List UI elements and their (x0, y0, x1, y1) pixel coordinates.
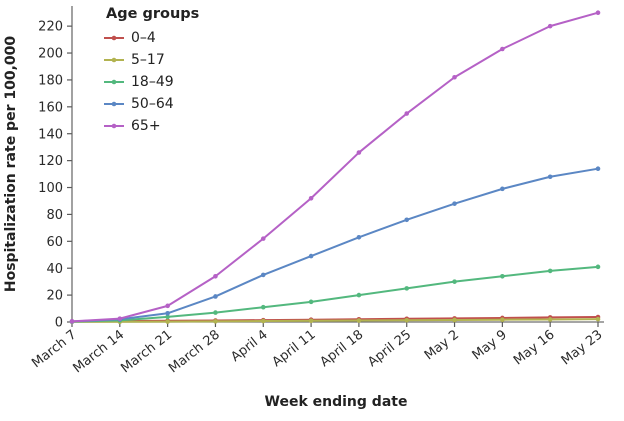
x-tick-label: April 25 (365, 327, 414, 370)
series-5-17 (69, 316, 601, 325)
data-point (356, 292, 362, 298)
series-line-50-64 (71, 167, 599, 323)
data-point (547, 317, 553, 322)
y-tick-label: 140 (38, 127, 63, 142)
series-line-5-17 (71, 318, 599, 323)
y-tick-label: 160 (38, 100, 63, 115)
x-tick-label: March 28 (166, 327, 223, 376)
data-point (260, 236, 266, 241)
data-point (69, 319, 75, 324)
data-point (165, 314, 170, 320)
data-point (500, 46, 505, 52)
series-50-64 (69, 166, 601, 324)
data-point (308, 195, 314, 201)
x-tick-label: April 11 (270, 327, 319, 370)
legend-swatch-icon (104, 101, 124, 107)
x-tick-label: May 2 (422, 327, 462, 363)
data-point (547, 23, 553, 29)
legend-swatch-icon (104, 57, 124, 63)
data-point (356, 234, 362, 240)
legend-items: 0–4 5–17 18–49 50–64 65+ (104, 27, 199, 137)
data-point (595, 166, 601, 171)
data-point (404, 286, 410, 291)
data-point (213, 310, 218, 315)
data-point (500, 186, 505, 192)
data-point (547, 174, 553, 180)
data-point (165, 310, 170, 316)
y-tick-label: 100 (38, 181, 63, 196)
legend-swatch-icon (104, 79, 124, 85)
legend-swatch-icon (104, 35, 124, 41)
data-point (404, 217, 410, 223)
y-tick-label: 40 (46, 262, 63, 277)
data-point (404, 317, 410, 323)
data-point (213, 273, 218, 279)
y-tick-label: 0 (55, 316, 63, 331)
data-point (500, 317, 505, 323)
data-point (404, 111, 410, 116)
y-axis-title: Hospitalization rate per 100,000 (3, 36, 19, 293)
data-point (308, 318, 314, 324)
data-point (595, 10, 601, 15)
data-point (165, 319, 170, 324)
data-point (547, 268, 553, 274)
data-point (260, 304, 266, 310)
legend-item-label: 5–17 (131, 52, 165, 68)
x-tick-label: April 18 (317, 327, 366, 370)
data-point (260, 272, 266, 278)
y-tick-label: 20 (46, 289, 63, 304)
x-tick-label: May 16 (511, 327, 558, 368)
data-point (595, 316, 601, 322)
data-point (117, 316, 123, 321)
data-point (308, 299, 314, 305)
series-line-18-49 (71, 265, 599, 323)
data-point (356, 150, 362, 155)
x-tick-label: May 23 (559, 327, 606, 368)
legend-item-50-64: 50–64 (104, 93, 199, 115)
legend-item-label: 50–64 (131, 96, 174, 112)
x-tick-label: March 14 (71, 327, 128, 376)
y-tick-label: 60 (46, 235, 63, 250)
x-tick-label: April 4 (228, 327, 270, 365)
data-point (165, 303, 170, 309)
y-tick-label: 120 (38, 154, 63, 169)
data-point (356, 318, 362, 323)
legend-item-5-17: 5–17 (104, 49, 199, 71)
series-65plus (69, 10, 601, 324)
legend-item-18-49: 18–49 (104, 71, 199, 93)
y-tick-label: 200 (38, 47, 63, 62)
legend-item-65plus: 65+ (104, 115, 199, 137)
data-point (308, 253, 314, 259)
data-point (213, 294, 218, 299)
legend-item-label: 65+ (131, 118, 161, 134)
legend-item-label: 18–49 (131, 74, 174, 90)
data-point (452, 279, 457, 284)
x-tick-label: May 9 (470, 327, 510, 363)
y-tick-label: 80 (46, 208, 63, 223)
data-point (213, 319, 218, 324)
x-tick-label: March 21 (118, 327, 175, 376)
legend-swatch-icon (104, 123, 124, 129)
y-tick-label: 180 (38, 73, 63, 88)
legend-item-0-4: 0–4 (104, 27, 199, 49)
data-point (452, 74, 457, 80)
series-line-65plus (71, 11, 599, 323)
legend-title: Age groups (106, 6, 200, 22)
data-point (452, 317, 457, 323)
y-tick-label: 220 (38, 20, 63, 35)
data-point (452, 201, 457, 206)
data-point (595, 264, 601, 270)
legend: Age groups 0–4 5–17 18–49 50–64 65+ (104, 6, 199, 137)
data-point (500, 273, 505, 279)
x-axis-title: Week ending date (265, 394, 408, 410)
legend-item-label: 0–4 (131, 30, 156, 46)
data-point (260, 318, 266, 324)
